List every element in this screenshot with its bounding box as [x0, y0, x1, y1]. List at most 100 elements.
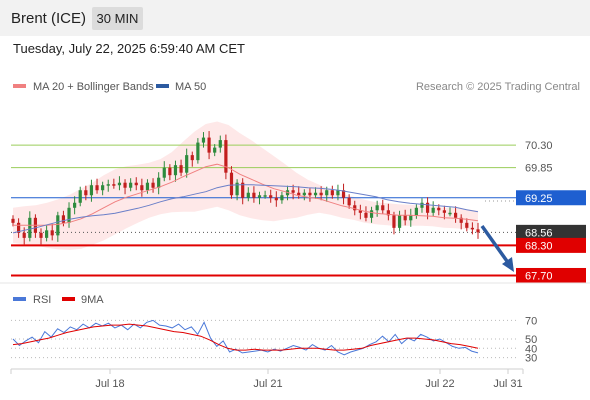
candle-body: [84, 190, 88, 196]
chart-datetime: Tuesday, July 22, 2025 6:59:40 AM CET: [13, 41, 245, 56]
candle-body: [173, 165, 178, 176]
candle-body: [145, 182, 150, 191]
candle-body: [117, 182, 122, 186]
candle-body: [67, 207, 71, 223]
bollinger-bands: [13, 121, 478, 250]
rsi-lines: [12, 319, 479, 356]
candle-body: [448, 212, 452, 215]
candle-body: [302, 192, 306, 196]
candle-body: [235, 182, 239, 196]
ma9-legend-swatch: [62, 297, 75, 301]
candle-body: [442, 210, 446, 213]
candle-body: [437, 207, 441, 211]
rsi-tick-label: 50: [525, 334, 537, 346]
candle-body: [22, 232, 26, 238]
candle-body: [341, 190, 346, 198]
level-label-resistance: 70.30: [525, 140, 553, 152]
candle-body: [45, 230, 49, 238]
candle-body: [112, 184, 116, 186]
candle-body: [95, 185, 99, 191]
candle-body: [157, 177, 161, 188]
candle-body: [50, 230, 54, 236]
level-label-support: 68.30: [525, 240, 553, 252]
candle-body: [336, 190, 340, 196]
forecast-arrow: [480, 224, 514, 272]
level-label-box-last: [516, 224, 586, 240]
candle-body: [291, 190, 295, 193]
candle-body: [168, 167, 172, 176]
candle-body: [196, 142, 200, 161]
instrument-title: Brent (ICE): [11, 10, 87, 27]
candle-body: [73, 202, 77, 208]
x-tick-label: Jul 21: [253, 378, 282, 390]
candle-body: [129, 182, 133, 188]
rsi-tick-label: 70: [525, 315, 537, 327]
candle-body: [151, 182, 155, 188]
candle-body: [308, 192, 312, 196]
level-label-box-support: [516, 237, 586, 253]
candle-body: [353, 205, 357, 211]
ma9-legend-label: 9MA: [81, 294, 104, 306]
candle-body: [476, 229, 480, 233]
candle-body: [101, 185, 105, 191]
candle-body: [459, 217, 463, 223]
candle-body: [325, 190, 329, 196]
ma50-line: [12, 184, 479, 234]
candle-body: [364, 212, 368, 218]
candle-body: [213, 147, 217, 153]
candle-body: [414, 207, 418, 216]
header-bar: Brent (ICE) 30 MIN: [0, 0, 590, 36]
candle-body: [39, 232, 43, 238]
candle-body: [134, 182, 138, 186]
level-label-support: 67.70: [525, 270, 553, 282]
x-tick-label: Jul 22: [425, 378, 454, 390]
ma50-legend-label: MA 50: [175, 81, 206, 93]
candle-body: [330, 190, 334, 196]
candle-body: [28, 217, 32, 238]
candle-body: [252, 192, 256, 198]
candle-body: [280, 195, 284, 201]
candle-body: [381, 205, 385, 211]
candle-body: [297, 192, 301, 196]
candle-body: [431, 207, 435, 213]
level-label-resistance: 69.85: [525, 163, 553, 175]
candle-body: [78, 190, 82, 203]
candle-body: [179, 165, 183, 173]
candle-body: [185, 155, 189, 173]
ma20-legend-label: MA 20 + Bollinger Bands: [33, 81, 154, 93]
candle-body: [420, 202, 424, 208]
ma20-legend-swatch: [13, 84, 26, 88]
bollinger-band-area: [13, 121, 478, 250]
rsi-tick-label: 40: [525, 343, 537, 355]
candle-body: [392, 215, 396, 228]
rsi-ma9-line: [12, 323, 479, 351]
rsi-legend-swatch: [13, 297, 26, 301]
candle-body: [269, 195, 273, 198]
candle-body: [375, 205, 379, 211]
candle-body: [386, 210, 390, 216]
level-label-box-pivot: [516, 190, 586, 206]
x-axis: Jul 18 Jul 21 Jul 22 Jul 31: [10, 369, 524, 390]
candle-body: [319, 192, 323, 196]
candle-body: [425, 202, 430, 213]
candle-body: [403, 215, 407, 221]
interval-selector[interactable]: 30 MIN: [92, 7, 143, 30]
candle-body: [263, 195, 267, 197]
candle-body: [241, 182, 245, 198]
level-label-pivot: 69.25: [525, 193, 553, 205]
candle-body: [17, 222, 21, 233]
rsi-tick-label: 30: [525, 353, 537, 365]
candle-body: [11, 218, 15, 223]
candle-body: [106, 184, 110, 186]
candle-body: [313, 192, 318, 196]
candle-body: [465, 222, 469, 228]
candle-body: [274, 197, 278, 201]
candle-body: [162, 167, 166, 178]
candle-body: [61, 215, 66, 223]
candle-body: [224, 140, 228, 173]
candle-body: [257, 195, 262, 198]
candle-body: [190, 155, 194, 161]
